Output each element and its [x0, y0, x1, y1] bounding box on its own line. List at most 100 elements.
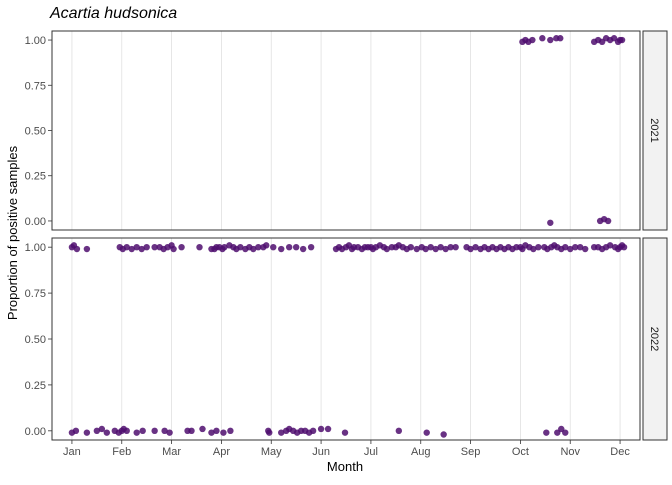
data-point: [539, 35, 546, 42]
data-point: [278, 245, 285, 253]
y-axis-title: Proportion of positive samples: [5, 145, 20, 320]
x-tick-label: Feb: [112, 446, 131, 458]
data-point: [299, 245, 307, 253]
data-point: [422, 245, 429, 253]
data-point: [83, 429, 91, 436]
data-point: [139, 427, 146, 435]
data-point: [285, 243, 293, 251]
data-point: [196, 243, 203, 251]
data-point: [407, 243, 414, 251]
x-tick-label: Dec: [610, 446, 630, 458]
data-point: [292, 243, 300, 251]
data-point: [208, 429, 215, 436]
data-point: [543, 429, 550, 436]
y-tick-label: 0.50: [25, 126, 46, 138]
data-point: [263, 242, 270, 249]
data-points: [519, 35, 626, 226]
panel-border: [51, 237, 641, 441]
data-point: [103, 429, 111, 436]
data-point: [133, 429, 140, 436]
data-point: [572, 243, 579, 251]
x-tick-label: Jul: [364, 446, 378, 458]
x-tick-label: Jan: [63, 446, 81, 458]
data-point: [317, 425, 325, 433]
data-point: [307, 243, 315, 251]
data-point: [270, 243, 277, 251]
data-point: [123, 427, 130, 435]
x-tick-label: Aug: [411, 446, 431, 458]
y-tick-label: 0.00: [25, 216, 46, 228]
data-point: [581, 245, 589, 253]
data-point: [128, 245, 135, 253]
data-point: [255, 243, 262, 251]
data-point: [138, 245, 145, 253]
facet-strip-label: 2022: [648, 327, 660, 351]
data-point: [395, 427, 403, 435]
y-tick-label: 0.00: [25, 426, 46, 438]
data-point: [562, 429, 569, 436]
data-point: [529, 36, 536, 44]
x-tick-label: Jun: [312, 446, 330, 458]
data-point: [213, 427, 220, 435]
data-point: [467, 245, 474, 253]
data-point: [143, 243, 150, 251]
facet-panel-2022: 0.00 0.25 0.50 0.75 1.00 2022 Jan Feb Mar Apr May J…: [25, 237, 668, 458]
x-tick-label: Mar: [162, 446, 181, 458]
data-point: [178, 243, 185, 251]
data-point: [324, 425, 332, 433]
data-point: [577, 243, 584, 251]
data-point: [278, 429, 285, 436]
data-point: [437, 243, 444, 251]
panel-border: [51, 30, 641, 231]
data-point: [220, 429, 227, 436]
data-point: [413, 245, 420, 253]
data-point: [535, 243, 542, 251]
y-tick-label: 1.00: [25, 35, 46, 47]
chart-title: Acartia hudsonica: [49, 5, 177, 22]
data-point: [341, 429, 349, 436]
x-tick-label: Nov: [560, 446, 580, 458]
data-point: [73, 245, 81, 253]
data-point: [309, 427, 317, 435]
data-point: [221, 243, 228, 251]
data-point: [452, 243, 459, 251]
x-axis-title: Month: [327, 459, 363, 474]
data-point: [547, 36, 554, 44]
facet-strip-label: 2021: [648, 118, 660, 142]
data-point: [188, 427, 195, 435]
data-point: [604, 217, 612, 225]
y-tick-label: 0.75: [25, 80, 46, 92]
data-point: [606, 242, 614, 249]
data-point: [227, 427, 234, 435]
data-point: [530, 245, 537, 253]
x-tick-label: Sep: [461, 446, 481, 458]
data-point: [618, 36, 626, 44]
data-point: [562, 243, 569, 251]
data-point: [432, 245, 439, 253]
data-point: [199, 425, 206, 433]
data-point: [237, 243, 244, 251]
data-point: [161, 427, 168, 435]
data-point: [266, 429, 273, 436]
y-tick-label: 0.75: [25, 288, 46, 300]
data-point: [98, 425, 106, 433]
data-point: [440, 431, 447, 438]
data-point: [250, 245, 257, 253]
facet-strip: [642, 237, 668, 441]
data-point: [166, 429, 173, 436]
y-tick-label: 0.25: [25, 171, 46, 183]
data-point: [151, 243, 158, 251]
data-point: [547, 219, 554, 226]
y-tick-label: 0.25: [25, 380, 46, 392]
data-point: [383, 245, 391, 253]
x-tick-label: Apr: [213, 446, 230, 458]
data-points: [68, 242, 628, 438]
data-point: [442, 245, 449, 253]
x-tick-label: May: [261, 446, 282, 458]
data-point: [557, 35, 564, 42]
data-point: [83, 245, 91, 253]
facet-panel-2021: 0.00 0.25 0.50 0.75 1.00 2021: [25, 30, 668, 231]
data-point: [423, 429, 430, 436]
data-point: [123, 243, 130, 251]
